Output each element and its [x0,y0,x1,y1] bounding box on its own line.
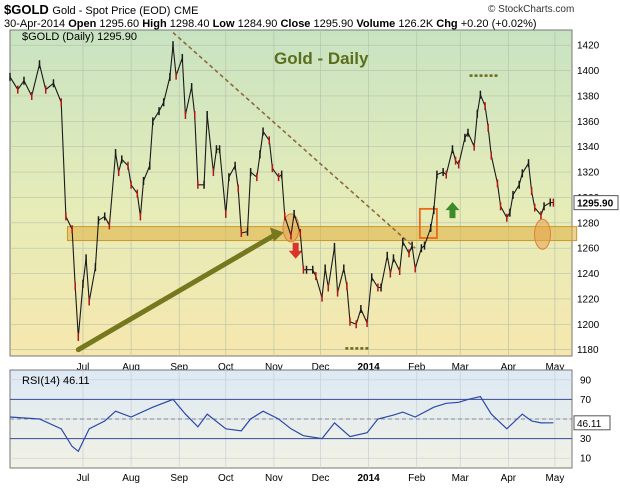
rsi-legend: RSI(14) 46.11 [22,375,90,387]
x-tick-label: Mar [452,362,470,373]
y-tick-label: 1400 [577,66,600,77]
rsi-x-tick-label: Apr [501,473,517,484]
up-arrow-icon [445,202,460,219]
y-tick-label: 1360 [577,117,600,128]
rsi-y-tick-label: 10 [580,454,592,465]
x-tick-label: Feb [408,362,426,373]
breakout-box [418,207,438,239]
stockcharts-credit: © StockCharts.com [488,4,575,15]
rsi-grid [10,370,572,468]
rsi-last-box [573,415,611,431]
price-legend: $GOLD (Daily) 1295.90 [22,31,137,43]
x-tick-label: Sep [170,362,188,373]
y-tick-label: 1280 [577,218,600,229]
rsi-x-tick-label: Mar [452,473,470,484]
uptrend-arrowhead [269,227,284,242]
rsi-axis-labels: 103050709046.11JulAugSepOctNovDec2014Feb… [77,375,611,484]
last-price-label: 1295.90 [577,199,614,210]
rsi-y-tick-label: 90 [580,375,592,386]
uptrend-line [75,232,277,353]
y-tick-label: 1180 [577,345,599,356]
y-tick-label: 1420 [577,41,600,52]
last-price-box [573,195,619,211]
y-tick-label: 1220 [577,294,600,305]
rsi-x-tick-label: Jul [77,473,90,484]
rsi-x-tick-label: Nov [265,473,283,484]
rsi-x-tick-label: Oct [218,473,234,484]
y-tick-label: 1340 [577,142,600,153]
down-arrow-icon [288,242,303,259]
chart-title: $GOLD Gold - Spot Price (EOD) CME [4,2,199,17]
rsi-x-tick-label: Feb [408,473,426,484]
rsi-x-tick-label: Dec [312,473,330,484]
x-tick-label: Apr [501,362,517,373]
highlight-ellipse [534,218,552,250]
x-tick-label: Nov [265,362,283,373]
x-tick-label: Oct [218,362,234,373]
price-series [9,41,555,341]
rsi-x-tick-label: Aug [122,473,140,484]
rsi-y-tick-label: 70 [580,395,592,406]
x-tick-label: Dec [312,362,330,373]
rsi-line [9,395,554,453]
rsi-x-tick-label: May [545,473,564,484]
price-stats: 30-Apr-2014 Open 1295.60 High 1298.40 Lo… [4,18,537,30]
price-axis-labels: 1180120012201240126012801300132013401360… [77,41,619,373]
y-tick-label: 1200 [577,320,600,331]
x-tick-label: Jul [77,362,90,373]
price-panel-bg [9,29,573,357]
rsi-x-tick-label: 2014 [357,473,380,484]
annotation-title: Gold - Daily [274,49,369,68]
price-grid [10,30,572,356]
date-value: 30-Apr-2014 [4,18,66,30]
downtrend-line [172,31,416,249]
rsi-x-tick-label: Sep [170,473,188,484]
x-tick-label: Aug [122,362,140,373]
rsi-series [9,395,554,453]
x-tick-label: 2014 [357,362,380,373]
y-tick-label: 1240 [577,269,600,280]
support-zone [66,226,578,242]
rsi-last-label: 46.11 [577,419,602,430]
y-tick-label: 1380 [577,91,600,102]
x-tick-label: May [545,362,564,373]
y-tick-label: 1320 [577,168,600,179]
y-tick-label: 1260 [577,244,600,255]
rsi-y-tick-label: 30 [580,434,592,445]
price-annotations [66,31,578,353]
